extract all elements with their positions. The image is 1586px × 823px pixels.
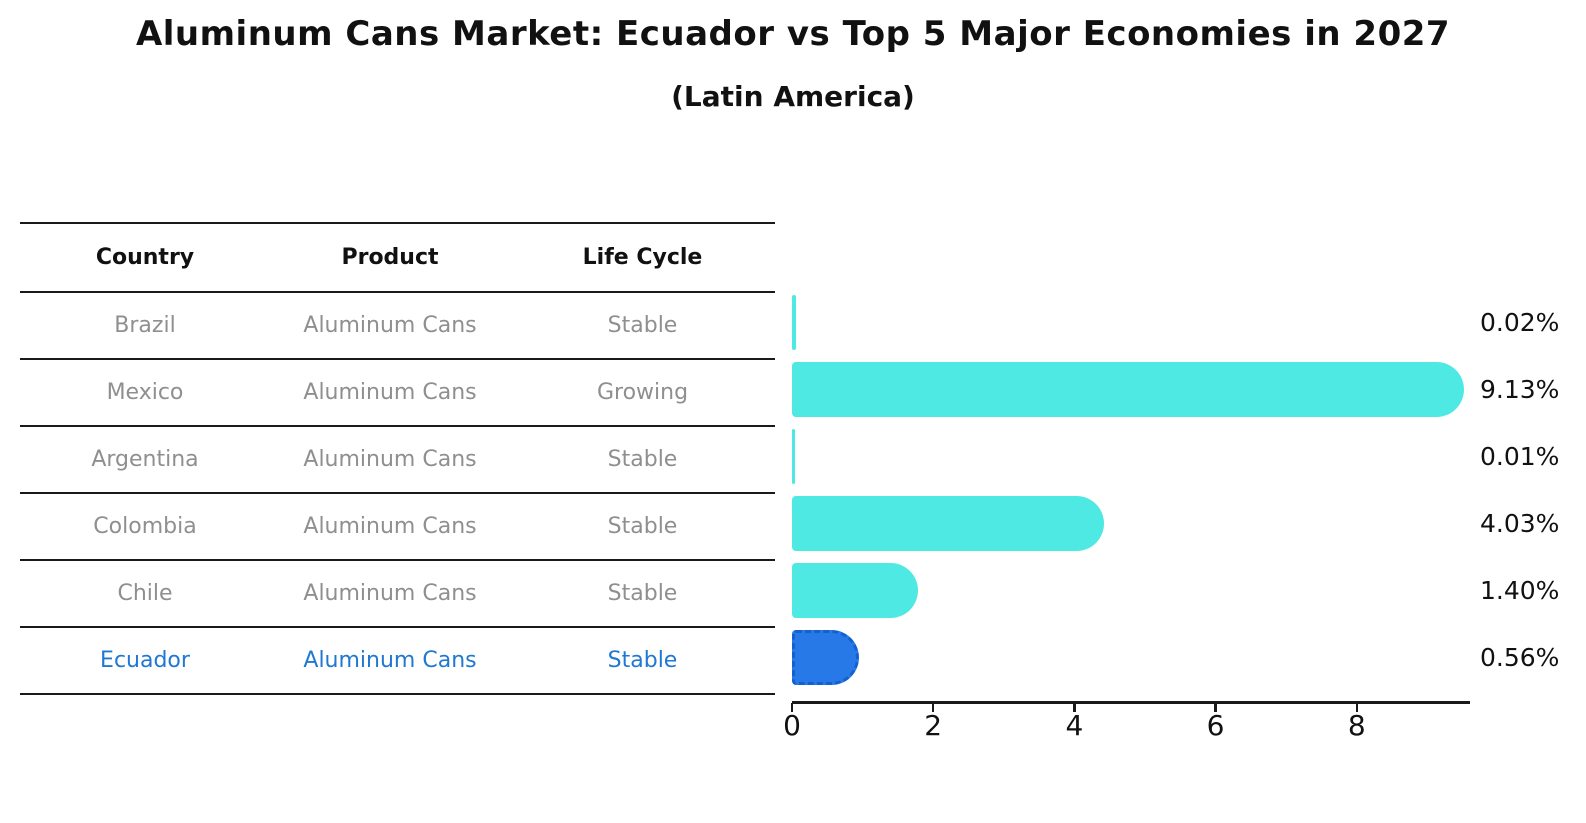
bar-mexico [792, 362, 1464, 417]
x-axis-tick [790, 703, 794, 712]
table-row-brazil: Brazil Aluminum Cans Stable [20, 291, 775, 358]
cell-product: Aluminum Cans [303, 514, 477, 539]
cell-country: Brazil [114, 313, 176, 338]
cell-product: Aluminum Cans [303, 581, 477, 606]
x-axis-tick [1214, 703, 1217, 712]
value-label-chile: 1.40% [1480, 576, 1560, 605]
table-row-ecuador: Ecuador Aluminum Cans Stable [20, 626, 775, 693]
x-axis-line [792, 701, 1470, 704]
table-row-colombia: Colombia Aluminum Cans Stable [20, 492, 775, 559]
value-label-ecuador: 0.56% [1480, 643, 1560, 672]
cell-product: Aluminum Cans [303, 313, 477, 338]
value-label-colombia: 4.03% [1480, 509, 1560, 538]
cell-life-cycle: Stable [607, 447, 678, 472]
x-axis-tick-label: 6 [1206, 709, 1225, 742]
bar-brazil [792, 295, 796, 350]
comparison-table: Country Product Life Cycle Brazil Alumin… [20, 222, 775, 695]
bar-colombia [792, 496, 1104, 551]
table-row-mexico: Mexico Aluminum Cans Growing [20, 358, 775, 425]
cell-life-cycle: Stable [607, 581, 678, 606]
cell-life-cycle: Stable [607, 514, 678, 539]
x-axis-tick [1073, 703, 1076, 712]
page-subtitle: (Latin America) [671, 80, 915, 113]
x-axis-tick-label: 8 [1347, 709, 1366, 742]
header-cell-product: Product [341, 245, 439, 270]
bar-ecuador [792, 630, 859, 685]
x-axis-tick-label: 0 [783, 709, 801, 742]
cell-life-cycle: Growing [596, 380, 689, 405]
cell-life-cycle: Stable [607, 648, 678, 673]
x-axis-tick [931, 703, 935, 712]
cell-country: Chile [117, 581, 173, 606]
cell-product: Aluminum Cans [303, 447, 477, 472]
x-axis-tick-label: 4 [1065, 709, 1084, 742]
header-cell-life-cycle: Life Cycle [582, 245, 703, 270]
bar-argentina [792, 429, 796, 484]
header-cell-country: Country [95, 245, 195, 270]
cell-country: Argentina [91, 447, 199, 472]
page-title: Aluminum Cans Market: Ecuador vs Top 5 M… [135, 14, 1451, 54]
bar-chile [792, 563, 918, 618]
cell-country: Colombia [93, 514, 197, 539]
table-row-argentina: Argentina Aluminum Cans Stable [20, 425, 775, 492]
value-label-argentina: 0.01% [1480, 442, 1560, 471]
cell-country: Ecuador [100, 648, 190, 673]
x-axis-tick [1355, 703, 1359, 712]
table-header-row: Country Product Life Cycle [20, 224, 775, 291]
cell-product: Aluminum Cans [303, 380, 477, 405]
value-label-brazil: 0.02% [1480, 308, 1560, 337]
x-axis-tick-label: 2 [924, 709, 943, 742]
cell-country: Mexico [106, 380, 184, 405]
table-row-chile: Chile Aluminum Cans Stable [20, 559, 775, 626]
cell-life-cycle: Stable [607, 313, 678, 338]
cell-product: Aluminum Cans [303, 648, 477, 673]
value-label-mexico: 9.13% [1480, 375, 1560, 404]
